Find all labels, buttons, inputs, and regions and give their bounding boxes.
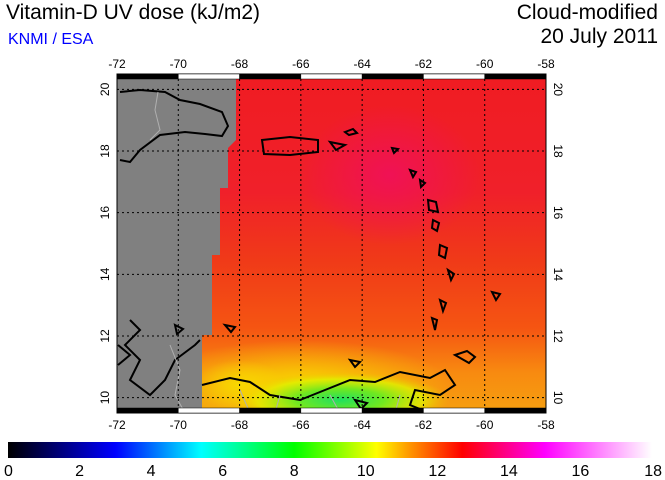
colorbar-tick-label: 14 xyxy=(500,463,518,480)
lon-tick-label: -64 xyxy=(353,418,371,432)
lon-tick-label: -62 xyxy=(415,418,433,432)
source-label: KNMI / ESA xyxy=(8,31,94,48)
coastlines xyxy=(117,88,502,413)
lat-tick-label: 10 xyxy=(98,391,112,405)
lon-tick-label: -68 xyxy=(231,57,249,71)
mode-label: Cloud-modified xyxy=(516,1,658,24)
lat-ticks-left: 10 12 14 16 18 20 xyxy=(98,82,112,404)
lon-tick-label: -70 xyxy=(170,418,188,432)
lat-tick-label: 16 xyxy=(98,206,112,220)
no-data-region xyxy=(117,74,236,413)
lon-tick-label: -60 xyxy=(476,57,494,71)
lon-tick-label: -58 xyxy=(537,57,555,71)
lon-tick-label: -62 xyxy=(415,57,433,71)
frame-tick-segment xyxy=(116,407,179,414)
frame-tick-segment xyxy=(300,407,363,414)
frame-tick-segment xyxy=(239,73,302,80)
lat-tick-label: 20 xyxy=(98,82,112,96)
colorbar-tick-label: 16 xyxy=(572,463,590,480)
colorbar-tick-label: 12 xyxy=(428,463,446,480)
borders xyxy=(149,91,401,413)
frame-tick-segment xyxy=(361,407,424,414)
lat-tick-label: 14 xyxy=(551,268,565,282)
lon-tick-label: -70 xyxy=(170,57,188,71)
lon-ticks-bottom: -72 -70 -68 -66 -64 -62 -60 -58 xyxy=(108,418,555,432)
lon-tick-label: -68 xyxy=(231,418,249,432)
colorbar-tick-label: 8 xyxy=(290,463,299,480)
south-america-coast xyxy=(201,368,457,413)
frame-tick-segment xyxy=(178,407,240,414)
colorbar-tick-label: 10 xyxy=(357,463,375,480)
lat-tick-label: 12 xyxy=(551,329,565,343)
lat-tick-label: 10 xyxy=(551,391,565,405)
frame-tick-segment xyxy=(423,73,485,80)
colorbar xyxy=(8,442,652,458)
lon-tick-label: -64 xyxy=(353,57,371,71)
frame-tick-segment xyxy=(116,73,179,80)
frame-tick-segment xyxy=(178,73,240,80)
lat-tick-label: 14 xyxy=(98,267,112,281)
colorbar-tick-label: 2 xyxy=(75,463,84,480)
map-title: Vitamin-D UV dose (kJ/m2) xyxy=(6,1,261,24)
lat-tick-label: 18 xyxy=(551,144,565,158)
lon-tick-label: -58 xyxy=(537,418,555,432)
frame-tick-segment xyxy=(484,407,547,414)
frame-tick-segment xyxy=(239,407,302,414)
date-label: 20 July 2011 xyxy=(540,25,658,48)
frame-tick-segment xyxy=(361,73,424,80)
colorbar-tick-label: 4 xyxy=(147,463,156,480)
lon-tick-label: -72 xyxy=(108,418,126,432)
lon-tick-label: -66 xyxy=(292,57,310,71)
graticule xyxy=(117,74,546,413)
frame-tick-bars xyxy=(116,73,547,414)
frame-tick-segment xyxy=(423,407,485,414)
lat-tick-label: 18 xyxy=(98,144,112,158)
lon-ticks-top: -72 -70 -68 -66 -64 -62 -60 -58 xyxy=(108,57,555,71)
lat-tick-label: 16 xyxy=(551,206,565,220)
lat-tick-label: 12 xyxy=(98,329,112,343)
lon-tick-label: -66 xyxy=(292,418,310,432)
uv-field xyxy=(117,74,546,413)
colorbar-ticks: 0 2 4 6 8 10 12 14 16 18 xyxy=(4,463,662,480)
frame-tick-segment xyxy=(300,73,363,80)
lon-tick-label: -60 xyxy=(476,418,494,432)
lat-ticks-right: 10 12 14 16 18 20 xyxy=(551,83,565,405)
colorbar-tick-label: 6 xyxy=(218,463,227,480)
lat-tick-label: 20 xyxy=(551,83,565,97)
colorbar-tick-label: 0 xyxy=(4,463,13,480)
hispaniola-coast xyxy=(119,88,230,164)
frame-tick-segment xyxy=(484,73,547,80)
puerto-rico-coast xyxy=(260,135,319,157)
colorbar-tick-label: 18 xyxy=(644,463,662,480)
lon-tick-label: -72 xyxy=(108,57,126,71)
